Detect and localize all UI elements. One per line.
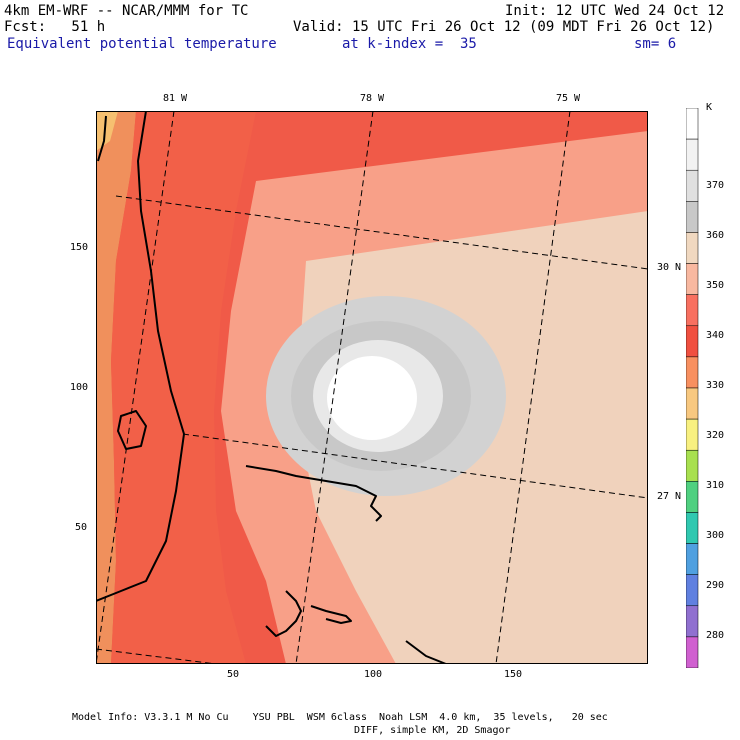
theta-e-map — [96, 111, 648, 664]
colorbar-level-label: 290 — [706, 580, 725, 591]
field-name: Equivalent potential temperature — [7, 36, 277, 52]
lat-label: 27 N — [657, 491, 682, 502]
colorbar-swatch — [686, 636, 699, 668]
x-tick-label: 150 — [504, 669, 523, 680]
x-tick-label: 50 — [227, 669, 240, 680]
smoothing-info: sm= 6 — [634, 36, 677, 52]
land-peak-region — [96, 111, 118, 151]
land-warm-region — [96, 111, 136, 664]
colorbar-swatch — [686, 325, 699, 358]
coastlines — [96, 111, 447, 664]
lon-label: 81 W — [163, 93, 188, 104]
colorbar-swatch — [686, 232, 699, 264]
valid-time: Valid: 15 UTC Fri 26 Oct 12 (09 MDT Fri … — [293, 19, 715, 35]
model-title: 4km EM-WRF -- NCAR/MMM for TC — [4, 3, 249, 19]
colorbar-swatch — [686, 574, 699, 607]
colorbar-level-label: 350 — [706, 280, 725, 291]
colorbar-level-label: 370 — [706, 180, 725, 191]
colorbar-swatch — [686, 138, 699, 171]
colorbar-level-label: 310 — [706, 480, 725, 491]
lat-label: 30 N — [657, 262, 682, 273]
lon-label: 78 W — [360, 93, 385, 104]
colorbar-level-label: 360 — [706, 230, 725, 241]
y-tick-label: 50 — [75, 522, 88, 533]
colorbar-level-label: 340 — [706, 330, 725, 341]
colorbar-level-label: 300 — [706, 530, 725, 541]
model-diffusion: DIFF, simple KM, 2D Smagor — [354, 725, 511, 736]
level-info: at k-index = 35 — [342, 36, 477, 52]
colorbar — [686, 108, 699, 668]
y-tick-label: 100 — [70, 382, 89, 393]
model-info: Model Info: V3.3.1 M No Cu YSU PBL WSM 6… — [72, 712, 608, 723]
y-tick-label: 150 — [70, 242, 89, 253]
colorbar-swatch — [686, 356, 699, 389]
x-tick-label: 100 — [364, 669, 383, 680]
colorbar-swatch — [686, 512, 699, 544]
colorbar-unit: K — [706, 102, 713, 113]
colorbar-swatch — [686, 418, 699, 451]
colorbar-swatch — [686, 481, 699, 513]
colorbar-swatch — [686, 169, 699, 202]
lon-label: 75 W — [556, 93, 581, 104]
forecast-hour: Fcst: 51 h — [4, 19, 106, 35]
graticule — [96, 111, 648, 664]
colorbar-swatch — [686, 449, 699, 482]
colorbar-swatch — [686, 263, 699, 295]
colorbar-swatch — [686, 387, 699, 420]
colorbar-level-label: 330 — [706, 380, 725, 391]
colorbar-swatch — [686, 605, 699, 638]
map-frame — [96, 111, 648, 664]
colorbar-swatch — [686, 294, 699, 327]
colorbar-level-label: 320 — [706, 430, 725, 441]
colorbar-swatch — [686, 201, 699, 233]
init-time: Init: 12 UTC Wed 24 Oct 12 — [505, 3, 725, 19]
colorbar-swatch — [686, 108, 699, 140]
colorbar-swatch — [686, 543, 699, 575]
theta-e-370-core — [327, 356, 417, 440]
colorbar-level-label: 280 — [706, 630, 725, 641]
